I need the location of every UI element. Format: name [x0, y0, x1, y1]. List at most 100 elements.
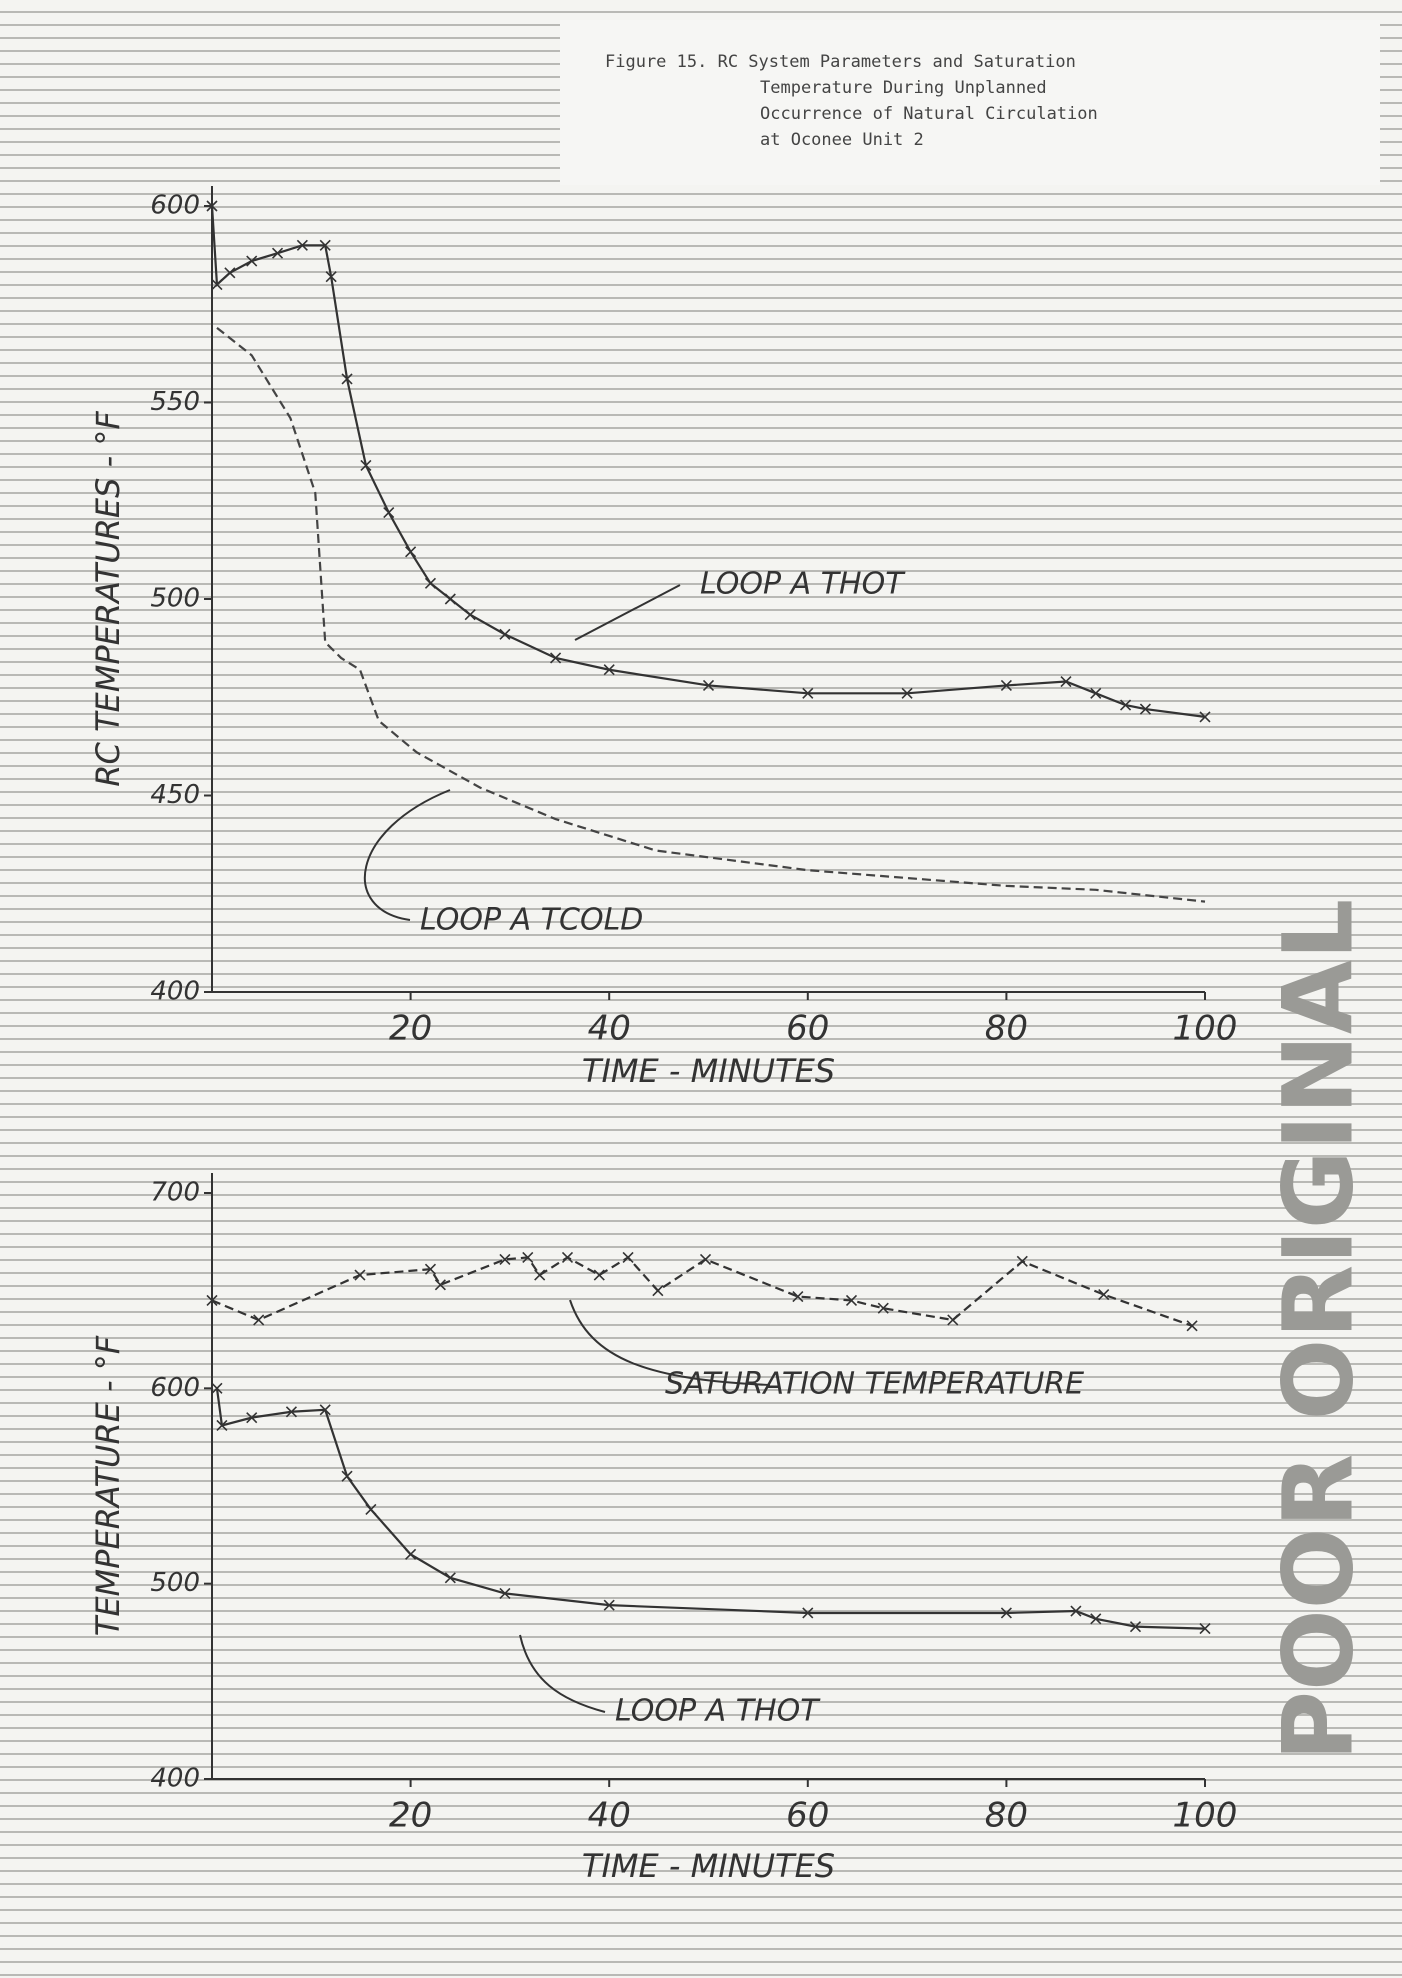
caption-line: at Oconee Unit 2 — [760, 130, 924, 150]
caption-line: Occurrence of Natural Circulation — [760, 104, 1098, 124]
x-tick-label: 20 — [389, 1796, 432, 1836]
point-marker — [1016, 1255, 1028, 1267]
arrow — [569, 1299, 771, 1386]
point-marker — [424, 577, 437, 589]
point-marker — [365, 1503, 377, 1516]
point-marker — [246, 1412, 258, 1424]
point-marker — [1060, 675, 1072, 688]
point-marker — [296, 239, 308, 251]
point-marker — [206, 200, 218, 212]
caption-box — [560, 20, 1380, 185]
y-tick-label: 500 — [150, 584, 200, 614]
point-marker — [1090, 1613, 1102, 1625]
point-marker — [405, 1548, 417, 1560]
series-line — [216, 326, 1206, 903]
point-marker — [522, 1251, 534, 1264]
point-marker — [325, 271, 337, 283]
series-label: SATURATION TEMPERATURE — [665, 1367, 1084, 1402]
x-tick-label: 100 — [1173, 1796, 1238, 1836]
caption-line: Figure 15. RC System Parameters and Satu… — [605, 52, 1076, 72]
point-marker — [699, 1253, 712, 1265]
point-marker — [1199, 711, 1211, 723]
point-marker — [593, 1269, 605, 1281]
point-marker — [947, 1314, 959, 1326]
point-marker — [444, 1572, 456, 1584]
point-marker — [211, 279, 223, 291]
x-tick-label: 60 — [786, 1796, 829, 1836]
point-marker — [216, 1419, 228, 1432]
x-axis-label: TIME - MINUTES — [582, 1052, 835, 1090]
point-marker — [603, 1599, 615, 1611]
point-marker — [360, 459, 372, 471]
x-tick-label: 80 — [985, 1009, 1028, 1049]
x-tick-label: 40 — [588, 1796, 631, 1836]
point-marker — [464, 609, 476, 621]
point-marker — [319, 239, 331, 251]
point-marker — [877, 1302, 889, 1314]
point-marker — [792, 1290, 804, 1303]
point-marker — [550, 652, 562, 664]
point-marker — [702, 679, 715, 692]
arrow — [363, 789, 451, 921]
point-marker — [1070, 1605, 1082, 1617]
x-tick-label: 100 — [1173, 1009, 1238, 1049]
point-marker — [271, 247, 284, 259]
series-label: LOOP A THOT — [615, 1694, 821, 1729]
arrow — [519, 1634, 606, 1713]
caption-line: Temperature During Unplanned — [760, 78, 1047, 98]
series-label: LOOP A TCOLD — [420, 903, 643, 938]
x-tick-label: 60 — [786, 1009, 829, 1049]
y-tick-label: 400 — [150, 977, 200, 1007]
point-marker — [603, 664, 615, 676]
y-tick-label: 400 — [150, 1764, 200, 1794]
point-marker — [211, 1382, 223, 1394]
point-marker — [652, 1285, 664, 1297]
point-marker — [253, 1314, 265, 1326]
y-tick-label: 600 — [150, 1373, 200, 1403]
point-marker — [901, 687, 913, 699]
point-marker — [405, 546, 417, 558]
point-marker — [534, 1269, 546, 1281]
point-marker — [1186, 1320, 1198, 1332]
x-tick-label: 20 — [389, 1009, 432, 1049]
point-marker — [499, 1587, 511, 1599]
x-axis-label: TIME - MINUTES — [582, 1847, 835, 1885]
point-marker — [1098, 1289, 1110, 1301]
point-marker — [1119, 699, 1132, 711]
point-marker — [1000, 679, 1012, 692]
point-marker — [285, 1406, 298, 1418]
arrow — [574, 584, 681, 641]
point-marker — [383, 506, 395, 519]
y-tick-label: 600 — [150, 191, 200, 221]
point-marker — [206, 1294, 218, 1306]
point-marker — [1129, 1621, 1142, 1633]
x-tick-label: 80 — [985, 1796, 1028, 1836]
point-marker — [424, 1263, 437, 1275]
point-marker — [341, 373, 353, 385]
point-marker — [246, 255, 258, 267]
y-axis-label: TEMPERATURE - °F — [89, 1335, 127, 1636]
point-marker — [341, 1470, 353, 1482]
series-line — [211, 1256, 1193, 1327]
point-marker — [845, 1294, 858, 1306]
point-marker — [354, 1269, 366, 1281]
series-line — [215, 1388, 1206, 1630]
series-label: LOOP A THOT — [700, 567, 906, 602]
point-marker — [802, 1607, 814, 1619]
y-tick-label: 500 — [150, 1568, 200, 1598]
x-tick-label: 40 — [588, 1009, 631, 1049]
point-marker — [1090, 687, 1102, 699]
point-marker — [561, 1251, 574, 1264]
point-marker — [1199, 1623, 1211, 1635]
y-tick-label: 550 — [150, 387, 200, 417]
point-marker — [622, 1251, 634, 1264]
y-axis-label: RC TEMPERATURES - °F — [89, 411, 127, 787]
point-marker — [444, 593, 456, 605]
point-marker — [802, 687, 814, 699]
point-marker — [1000, 1607, 1012, 1619]
y-tick-label: 700 — [150, 1178, 200, 1208]
point-marker — [499, 1253, 511, 1265]
